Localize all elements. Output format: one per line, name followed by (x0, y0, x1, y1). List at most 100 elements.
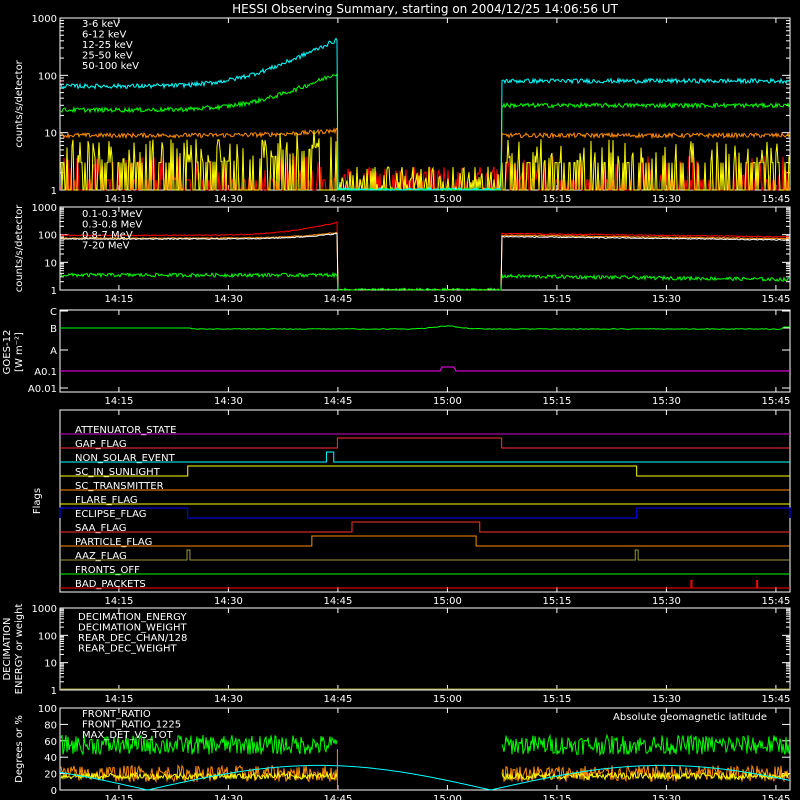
y-tick-label: 10 (44, 659, 57, 670)
legend-entry: DECIMATION_WEIGHT (78, 623, 187, 634)
series-line-0103mev (60, 221, 790, 291)
y-tick-label: A (50, 346, 57, 357)
series-line-720mev (60, 271, 790, 291)
flag-label: GAP_FLAG (75, 439, 127, 450)
y-tick-label: 80 (44, 720, 57, 731)
y-axis-unit: [W m⁻²] (14, 332, 25, 372)
legend-entry: FRONT_RATIO_1225 (82, 720, 181, 731)
x-tick-label: 15:30 (652, 294, 681, 305)
x-tick-label: 15:00 (433, 694, 462, 705)
x-tick-label: 15:30 (652, 596, 681, 607)
x-tick-label: 14:30 (214, 596, 243, 607)
x-tick-label: 15:15 (542, 194, 571, 205)
x-tick-label: 14:45 (323, 194, 352, 205)
flag-line (59, 507, 791, 519)
legend-entry: FRONT_RATIO (82, 709, 151, 720)
x-tick-label: 14:15 (104, 294, 133, 305)
series-line-1225kev (60, 130, 790, 192)
series-line-50100kev (60, 37, 790, 192)
legend-entry: MAX_DET_VS_TOT (82, 730, 174, 741)
x-tick-label: 15:30 (652, 694, 681, 705)
x-tick-label: 14:45 (323, 794, 352, 800)
x-tick-label: 15:45 (761, 194, 790, 205)
x-tick-label: 15:15 (542, 596, 571, 607)
y-tick-label: 1 (51, 186, 57, 197)
y-tick-label: 1 (51, 686, 57, 697)
x-tick-label: 14:15 (104, 396, 133, 407)
x-tick-label: 15:00 (433, 596, 462, 607)
x-tick-label: 15:15 (542, 396, 571, 407)
x-tick-label: 14:45 (323, 596, 352, 607)
x-tick-label: 15:30 (652, 194, 681, 205)
x-tick-label: 15:45 (761, 396, 790, 407)
y-axis-label-2: ENERGY or weight (14, 604, 25, 695)
y-axis-label: DECIMATION (2, 617, 13, 680)
legend-entry: DECIMATION_ENERGY (78, 612, 187, 623)
y-tick-label: 0 (51, 786, 57, 797)
y-tick-label: 100 (38, 71, 57, 82)
x-tick-label: 15:45 (761, 596, 790, 607)
y-axis-label: Flags (32, 488, 43, 514)
legend-entry: 0.3-0.8 MeV (82, 220, 142, 231)
x-tick-label: 15:45 (761, 794, 790, 800)
flag-line (60, 451, 790, 463)
goes-short-line (60, 366, 790, 372)
x-tick-label: 15:45 (761, 694, 790, 705)
y-axis-label: counts/s/detector (14, 204, 25, 292)
x-tick-label: 14:15 (104, 596, 133, 607)
y-tick-label: 60 (44, 737, 57, 748)
flag-label: SAA_FLAG (75, 523, 126, 534)
flag-label: AAZ_FLAG (75, 551, 127, 562)
x-tick-label: 14:30 (214, 694, 243, 705)
flag-label: NON_SOLAR_EVENT (75, 453, 176, 464)
y-tick-label: 1000 (32, 203, 57, 214)
x-tick-label: 15:30 (652, 794, 681, 800)
legend-entry: 50-100 keV (82, 61, 139, 72)
flag-line (60, 465, 790, 477)
x-tick-label: 15:15 (542, 694, 571, 705)
x-tick-label: 14:30 (214, 294, 243, 305)
x-tick-label: 14:45 (323, 294, 352, 305)
panel-frame-4 (59, 409, 791, 593)
y-tick-label: A0.1 (34, 367, 57, 378)
flag-label: SC_TRANSMITTER (75, 481, 164, 492)
panel-frame-5 (59, 607, 791, 691)
x-tick-label: 15:15 (542, 794, 571, 800)
y-tick-label: 100 (38, 631, 57, 642)
flag-label: FLARE_FLAG (75, 495, 138, 506)
chart-title: HESSI Observing Summary, starting on 200… (232, 2, 618, 16)
flag-label: SC_IN_SUNLIGHT (75, 467, 161, 478)
x-tick-label: 15:15 (542, 294, 571, 305)
goes-long-line (60, 325, 790, 330)
flag-label: ECLIPSE_FLAG (75, 509, 146, 520)
x-tick-label: 15:00 (433, 396, 462, 407)
x-tick-label: 15:00 (433, 294, 462, 305)
x-tick-label: 14:30 (214, 794, 243, 800)
x-tick-label: 14:45 (323, 694, 352, 705)
legend-entry: 6-12 keV (82, 30, 126, 41)
y-tick-label: 10 (44, 258, 57, 269)
x-tick-label: 14:30 (214, 396, 243, 407)
x-tick-label: 14:15 (104, 694, 133, 705)
x-tick-label: 15:00 (433, 794, 462, 800)
y-axis-label: GOES-12 (2, 330, 13, 375)
y-axis-label: counts/s/detector (14, 59, 25, 147)
flag-label: PARTICLE_FLAG (75, 537, 152, 548)
panel-frame-3 (59, 309, 791, 393)
front-ratio-1225-line (60, 733, 790, 757)
legend-entry: 3-6 keV (82, 19, 120, 30)
y-tick-label: 1000 (32, 604, 57, 615)
y-tick-label: 100 (38, 704, 57, 715)
x-tick-label: 14:45 (323, 396, 352, 407)
geomagnetic-latitude-line (59, 764, 791, 791)
flag-label: ATTENUATOR_STATE (75, 425, 176, 436)
flag-line (60, 549, 790, 561)
legend-entry: 0.8-7 MeV (82, 230, 133, 241)
series-line-087mev (60, 232, 790, 291)
y-axis-label: Degrees or % (14, 715, 25, 783)
x-tick-label: 14:15 (104, 194, 133, 205)
x-tick-label: 14:30 (214, 194, 243, 205)
x-tick-label: 15:30 (652, 396, 681, 407)
